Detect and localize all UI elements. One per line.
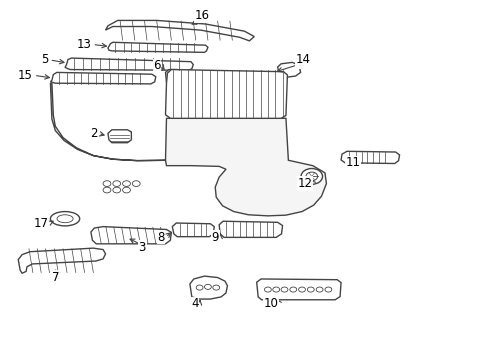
Text: 3: 3	[138, 241, 146, 254]
Polygon shape	[50, 72, 156, 84]
Text: 10: 10	[263, 297, 278, 310]
Text: 5: 5	[41, 53, 48, 66]
Circle shape	[307, 287, 314, 292]
Polygon shape	[105, 21, 254, 41]
Circle shape	[204, 284, 211, 289]
Ellipse shape	[50, 212, 80, 226]
Circle shape	[281, 287, 287, 292]
Text: 1: 1	[296, 56, 304, 69]
Circle shape	[264, 287, 271, 292]
Circle shape	[316, 287, 323, 292]
Polygon shape	[165, 69, 287, 118]
Polygon shape	[165, 69, 181, 85]
Polygon shape	[108, 130, 131, 143]
Text: 11: 11	[345, 156, 360, 169]
Text: 2: 2	[90, 127, 97, 140]
Circle shape	[305, 172, 317, 181]
Polygon shape	[219, 221, 282, 237]
Polygon shape	[189, 276, 227, 299]
Text: 17: 17	[33, 216, 48, 230]
Text: 6: 6	[153, 59, 160, 72]
Circle shape	[325, 287, 331, 292]
Text: 7: 7	[52, 271, 59, 284]
Circle shape	[132, 181, 140, 186]
Circle shape	[103, 181, 111, 186]
Polygon shape	[18, 248, 105, 273]
Text: 16: 16	[194, 9, 209, 22]
Circle shape	[212, 285, 219, 290]
Circle shape	[113, 181, 121, 186]
Polygon shape	[256, 279, 340, 300]
Text: 14: 14	[295, 53, 310, 66]
Polygon shape	[340, 151, 399, 163]
Circle shape	[301, 168, 322, 184]
Polygon shape	[277, 62, 300, 78]
Circle shape	[113, 187, 121, 193]
Circle shape	[122, 187, 130, 193]
Text: 9: 9	[211, 231, 219, 244]
Circle shape	[122, 181, 130, 186]
Text: 12: 12	[297, 177, 312, 190]
Circle shape	[272, 287, 279, 292]
Polygon shape	[50, 83, 326, 216]
Ellipse shape	[57, 215, 73, 223]
Polygon shape	[172, 223, 214, 237]
Polygon shape	[65, 58, 193, 70]
Text: 15: 15	[18, 69, 33, 82]
Circle shape	[298, 287, 305, 292]
Text: 8: 8	[157, 231, 164, 244]
Circle shape	[103, 187, 111, 193]
Text: 4: 4	[191, 297, 198, 310]
Polygon shape	[91, 226, 171, 244]
Circle shape	[289, 287, 296, 292]
Circle shape	[196, 285, 203, 290]
Polygon shape	[108, 42, 207, 52]
Text: 13: 13	[76, 38, 91, 51]
